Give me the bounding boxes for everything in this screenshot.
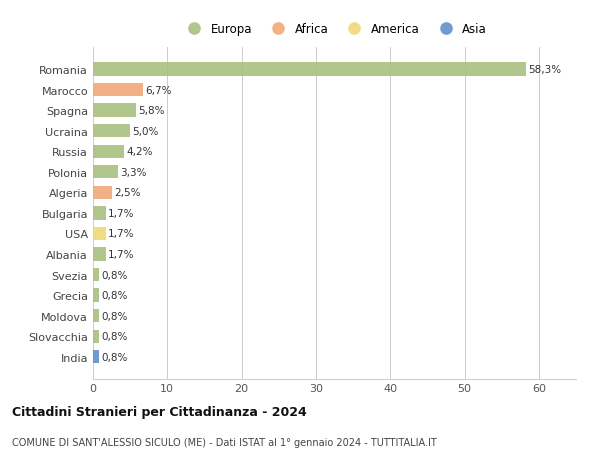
Text: 0,8%: 0,8% [101, 331, 128, 341]
Text: 5,8%: 5,8% [139, 106, 165, 116]
Text: 0,8%: 0,8% [101, 270, 128, 280]
Bar [93, 145, 124, 158]
Bar [93, 227, 106, 241]
Text: 6,7%: 6,7% [145, 85, 172, 95]
Text: 4,2%: 4,2% [127, 147, 153, 157]
Text: 1,7%: 1,7% [108, 208, 134, 218]
Text: 3,3%: 3,3% [120, 168, 146, 178]
Text: Cittadini Stranieri per Cittadinanza - 2024: Cittadini Stranieri per Cittadinanza - 2… [12, 405, 307, 419]
Text: 5,0%: 5,0% [133, 126, 159, 136]
Bar [93, 63, 526, 77]
Text: COMUNE DI SANT'ALESSIO SICULO (ME) - Dati ISTAT al 1° gennaio 2024 - TUTTITALIA.: COMUNE DI SANT'ALESSIO SICULO (ME) - Dat… [12, 437, 437, 447]
Text: 2,5%: 2,5% [114, 188, 140, 198]
Text: 58,3%: 58,3% [529, 65, 562, 75]
Text: 0,8%: 0,8% [101, 352, 128, 362]
Bar [93, 269, 99, 282]
Bar [93, 248, 106, 261]
Bar [93, 84, 143, 97]
Bar [93, 309, 99, 323]
Legend: Europa, Africa, America, Asia: Europa, Africa, America, Asia [180, 21, 489, 39]
Text: 1,7%: 1,7% [108, 229, 134, 239]
Bar [93, 350, 99, 364]
Bar [93, 207, 106, 220]
Bar [93, 289, 99, 302]
Text: 1,7%: 1,7% [108, 249, 134, 259]
Bar [93, 186, 112, 200]
Bar [93, 166, 118, 179]
Text: 0,8%: 0,8% [101, 291, 128, 301]
Bar [93, 330, 99, 343]
Bar [93, 104, 136, 118]
Bar [93, 125, 130, 138]
Text: 0,8%: 0,8% [101, 311, 128, 321]
